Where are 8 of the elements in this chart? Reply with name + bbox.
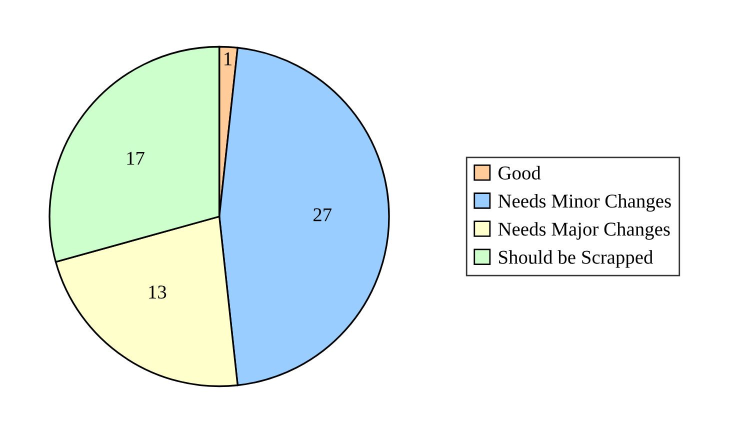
data-label: 13: [149, 286, 166, 299]
data-label: 17: [127, 152, 144, 165]
legend-label: Good: [498, 166, 541, 180]
data-label: 1: [224, 52, 232, 66]
legend-label: Needs Major Changes: [498, 222, 670, 240]
data-label: 27: [314, 208, 332, 222]
legend-label: Needs Minor Changes: [498, 194, 671, 212]
legend-label: Should be Scrapped: [499, 250, 653, 268]
